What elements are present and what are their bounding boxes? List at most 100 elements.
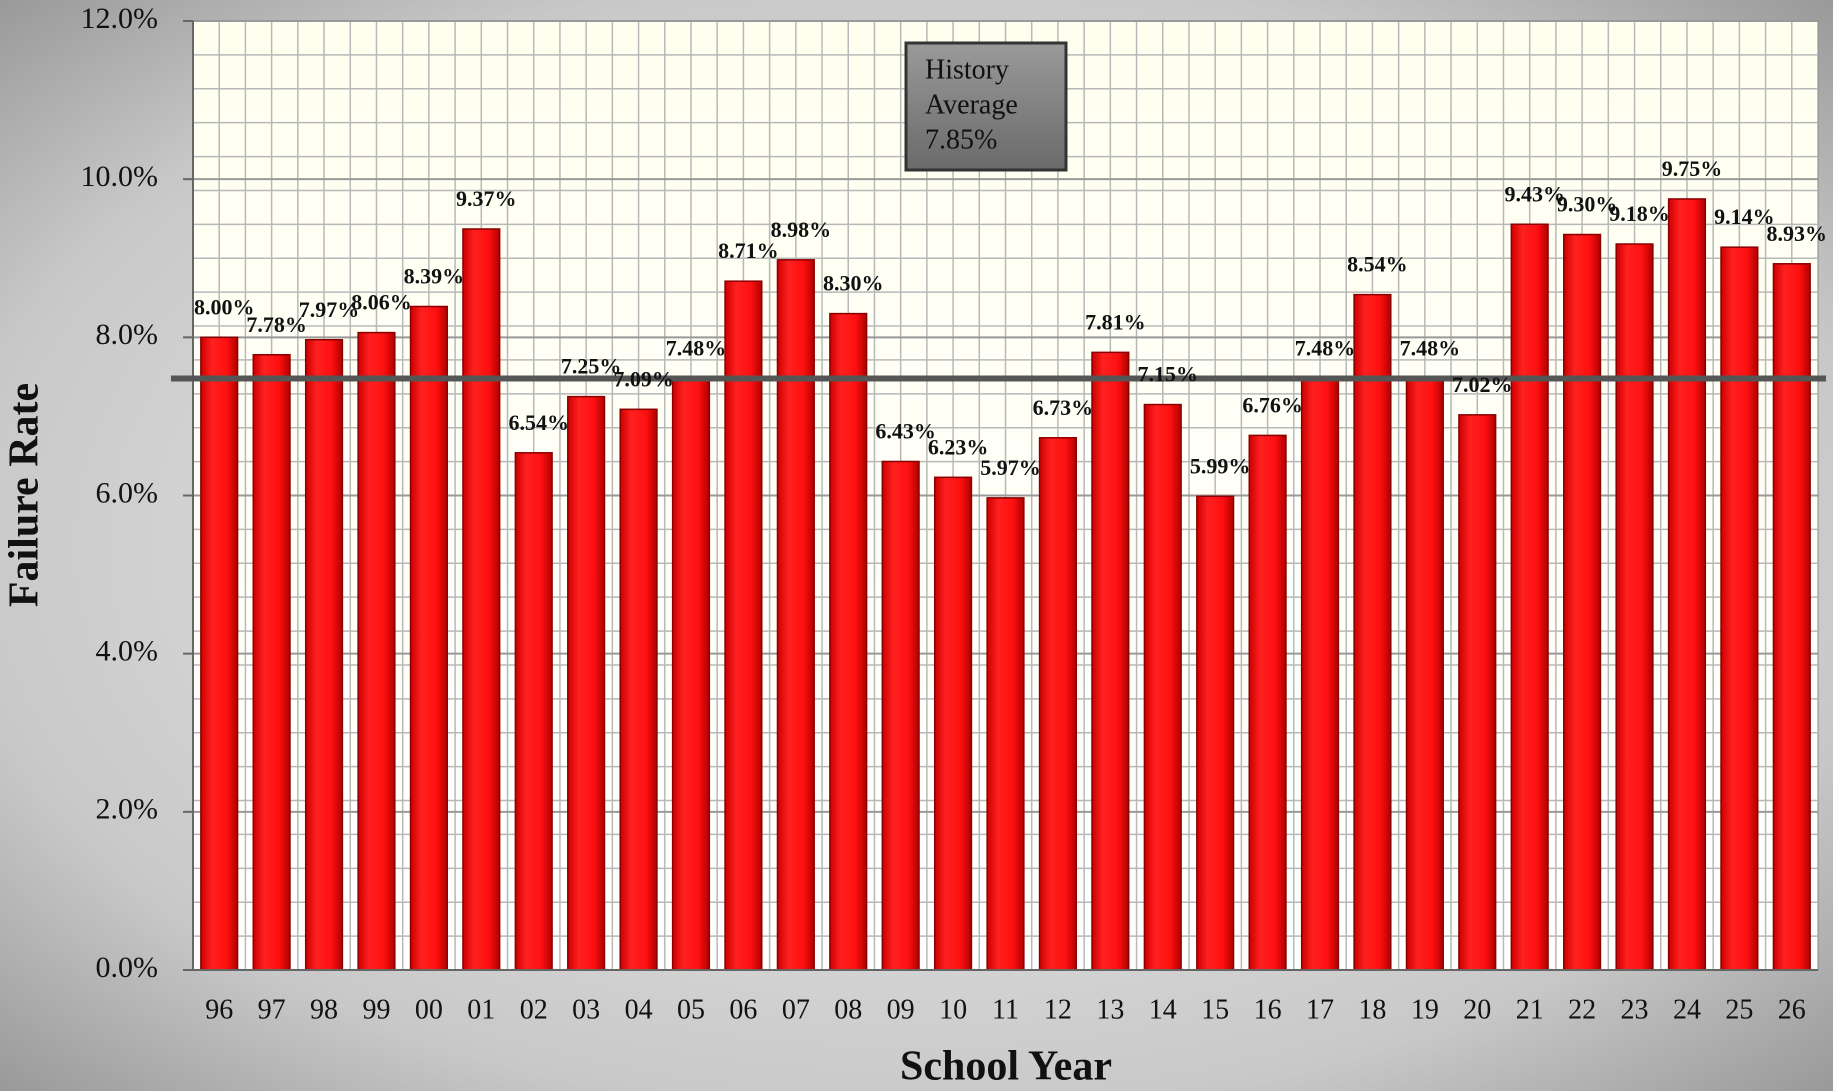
value-label: 8.54%	[1347, 252, 1408, 277]
x-tick-label: 23	[1621, 994, 1649, 1025]
annotation-line: History	[925, 54, 1009, 85]
bar	[986, 497, 1025, 971]
bar	[881, 460, 920, 971]
bar	[1563, 233, 1602, 971]
bar	[567, 395, 606, 971]
bar	[1510, 223, 1549, 971]
value-label: 7.25%	[561, 354, 622, 379]
y-axis-title: Failure Rate	[2, 383, 48, 607]
x-tick-label: 02	[520, 994, 548, 1025]
labels: 0.0% 2.0% 4.0% 6.0% 8.0% 10.0% 12.0% 96 8.00% 97 7…	[81, 2, 1828, 1026]
value-label: 9.37%	[456, 186, 517, 211]
x-axis-title: School Year	[900, 1044, 1112, 1090]
x-tick-label: 10	[939, 994, 967, 1025]
x-tick-label: 19	[1411, 994, 1439, 1025]
value-label: 8.39%	[404, 264, 465, 289]
x-tick-label: 96	[205, 994, 233, 1025]
x-tick-label: 04	[625, 994, 653, 1025]
bar	[1405, 377, 1444, 971]
x-tick-label: 13	[1096, 994, 1124, 1025]
y-tick-label: 10.0%	[81, 160, 159, 193]
value-label: 9.75%	[1662, 156, 1723, 181]
x-tick-label: 05	[677, 994, 705, 1025]
value-label: 7.02%	[1452, 372, 1513, 397]
value-label: 7.48%	[666, 336, 727, 361]
x-tick-label: 06	[729, 994, 757, 1025]
value-label: 6.76%	[1242, 392, 1303, 417]
value-label: 6.23%	[928, 434, 989, 459]
bar	[252, 353, 291, 971]
y-tick-label: 8.0%	[96, 318, 159, 351]
x-tick-label: 26	[1778, 994, 1806, 1025]
value-label: 9.43%	[1504, 181, 1565, 206]
bar	[1458, 414, 1497, 971]
bar	[1720, 246, 1759, 971]
bar	[514, 452, 553, 971]
x-tick-label: 24	[1673, 994, 1701, 1025]
value-label: 7.09%	[613, 366, 674, 391]
bars	[200, 198, 1811, 971]
bar	[1038, 437, 1078, 971]
bar	[200, 336, 239, 971]
value-label: 9.30%	[1557, 192, 1618, 217]
bar	[1353, 293, 1392, 971]
x-tick-label: 17	[1306, 994, 1334, 1025]
x-tick-label: 01	[467, 994, 495, 1025]
value-label: 9.14%	[1714, 204, 1775, 229]
bar	[1772, 263, 1811, 971]
x-tick-label: 00	[415, 994, 443, 1025]
bar	[1248, 434, 1287, 971]
x-tick-label: 25	[1725, 994, 1753, 1025]
bar	[776, 259, 815, 971]
bar	[409, 305, 448, 971]
value-label: 7.48%	[1295, 336, 1356, 361]
x-tick-label: 11	[992, 994, 1019, 1025]
bar	[357, 331, 396, 971]
bar	[462, 228, 501, 971]
value-label: 8.00%	[194, 294, 255, 319]
bar	[1667, 198, 1707, 971]
annotation-box	[904, 41, 1068, 172]
value-label: 5.97%	[980, 455, 1041, 480]
y-tick-label: 6.0%	[96, 476, 159, 509]
value-label: 7.78%	[246, 312, 307, 337]
x-tick-label: 16	[1254, 994, 1282, 1025]
x-tick-label: 03	[572, 994, 600, 1025]
x-tick-label: 07	[782, 994, 810, 1025]
value-label: 8.98%	[771, 217, 832, 242]
value-label: 9.18%	[1609, 201, 1670, 226]
x-tick-label: 99	[362, 994, 390, 1025]
y-tick-label: 2.0%	[96, 793, 159, 826]
x-tick-label: 08	[834, 994, 862, 1025]
bar	[933, 476, 973, 971]
bar	[724, 280, 763, 971]
value-label: 8.93%	[1767, 221, 1828, 246]
x-tick-label: 21	[1516, 994, 1544, 1025]
value-label: 8.06%	[351, 290, 412, 315]
x-tick-label: 18	[1358, 994, 1386, 1025]
y-tick-label: 4.0%	[96, 635, 159, 668]
bar	[1196, 495, 1235, 971]
bar	[1615, 243, 1654, 971]
value-label: 7.48%	[1400, 336, 1461, 361]
value-label: 8.71%	[718, 238, 779, 263]
annotation-line: 7.85%	[925, 124, 997, 155]
value-label: 6.54%	[508, 410, 569, 435]
x-tick-label: 15	[1201, 994, 1229, 1025]
bar	[1300, 377, 1340, 971]
y-tick-label: 0.0%	[96, 951, 159, 984]
x-tick-label: 09	[887, 994, 915, 1025]
value-label: 6.73%	[1033, 395, 1094, 420]
value-label: 6.43%	[875, 419, 936, 444]
x-tick-label: 14	[1149, 994, 1177, 1025]
x-tick-label: 22	[1568, 994, 1596, 1025]
annotation-line: Average	[925, 89, 1018, 120]
x-tick-label: 97	[258, 994, 286, 1025]
y-tick-label: 12.0%	[81, 2, 159, 35]
bar	[671, 377, 711, 971]
value-label: 7.97%	[299, 297, 360, 322]
bar	[1091, 351, 1130, 971]
bar	[1143, 403, 1182, 971]
value-label: 8.30%	[823, 271, 884, 296]
